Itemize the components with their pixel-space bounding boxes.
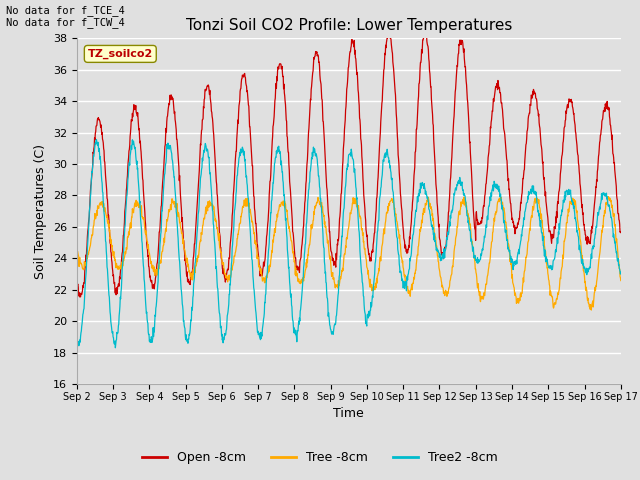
Tree -8cm [604,193,612,199]
Tree -8cm [617,278,625,284]
Open -8cm [434,210,442,216]
Tree2 -8cm [434,247,442,253]
Tree -8cm [552,297,560,303]
Line: Tree2 -8cm: Tree2 -8cm [77,140,621,348]
Open -8cm [617,230,625,236]
Tree -8cm [433,249,441,255]
Title: Tonzi Soil CO2 Profile: Lower Temperatures: Tonzi Soil CO2 Profile: Lower Temperatur… [186,18,512,33]
Tree2 -8cm [617,269,625,275]
Tree2 -8cm [73,338,81,344]
Y-axis label: Soil Temperatures (C): Soil Temperatures (C) [35,144,47,279]
Tree2 -8cm [195,209,202,215]
Tree2 -8cm [182,333,189,338]
Open -8cm [181,258,189,264]
Open -8cm [195,186,202,192]
Tree -8cm [255,264,262,270]
Open -8cm [505,187,513,192]
Tree -8cm [194,253,202,259]
Legend: Open -8cm, Tree -8cm, Tree2 -8cm: Open -8cm, Tree -8cm, Tree2 -8cm [137,446,503,469]
Text: No data for f_TCE_4
No data for f_TCW_4: No data for f_TCE_4 No data for f_TCW_4 [6,5,125,28]
Open -8cm [553,215,561,221]
Open -8cm [385,26,393,32]
Line: Open -8cm: Open -8cm [77,29,621,297]
Tree2 -8cm [553,241,561,247]
Text: TZ_soilco2: TZ_soilco2 [88,49,153,59]
Tree -8cm [73,247,81,252]
Open -8cm [73,274,81,280]
Tree -8cm [588,307,595,313]
X-axis label: Time: Time [333,407,364,420]
Line: Tree -8cm: Tree -8cm [77,196,621,310]
Tree -8cm [504,243,512,249]
Tree2 -8cm [111,345,119,351]
Tree2 -8cm [505,248,513,253]
Tree2 -8cm [93,137,100,143]
Open -8cm [255,262,263,268]
Tree -8cm [180,246,188,252]
Tree2 -8cm [255,333,263,339]
Open -8cm [76,294,84,300]
